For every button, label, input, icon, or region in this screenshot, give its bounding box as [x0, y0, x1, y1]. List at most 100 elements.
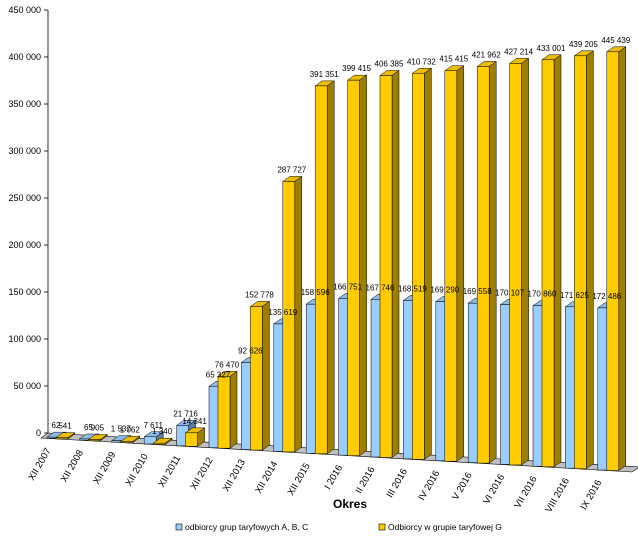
x-tick-label: IV 2016 [416, 469, 442, 503]
bar-g-10 [379, 70, 400, 458]
y-axis: 0 50 000 100 000 150 000 200 000 250 000 300 0… [8, 5, 48, 438]
bar-front-face [444, 70, 458, 462]
data-label-g-17: 445 439 [601, 36, 630, 45]
x-tick-label: V 2016 [450, 471, 475, 503]
data-label-abc-8: 158 596 [301, 288, 330, 297]
data-label-g-16: 439 205 [569, 40, 598, 49]
bars [46, 46, 627, 472]
bar-front-face [412, 73, 425, 460]
bar-front-face [143, 436, 157, 445]
bar-front-face [379, 75, 393, 458]
bar-g-12 [444, 65, 465, 462]
y-tick-label: 100 000 [8, 334, 41, 344]
y-tick-label: 400 000 [8, 52, 41, 62]
bar-front-face [250, 306, 263, 451]
data-label-g-10: 406 385 [375, 59, 404, 68]
x-tick-label: XII 2007 [26, 446, 53, 482]
legend-swatch-series-2 [378, 523, 386, 531]
x-axis-title: Okres [333, 497, 367, 511]
bar-g-14 [508, 57, 530, 466]
y-tick-label: 0 [36, 428, 41, 438]
bar-side-face [391, 70, 400, 458]
bar-side-face [553, 54, 562, 468]
bar-g-16 [573, 50, 595, 470]
x-tick-label: XII 2010 [124, 452, 151, 488]
data-label-abc-12: 169 290 [430, 286, 459, 295]
data-label-abc-0: 62 [52, 421, 61, 430]
data-label-abc-10: 167 746 [366, 283, 395, 292]
x-tick-label: I 2016 [322, 463, 345, 491]
x-tick-label: XII 2015 [286, 461, 313, 497]
data-label-g-15: 433 001 [537, 44, 566, 53]
bar-front-face [55, 437, 69, 440]
x-tick-label: VIII 2016 [543, 476, 572, 514]
bar-g-1 [87, 434, 109, 442]
bar-side-face [359, 74, 367, 457]
legend: odbiorcy grup taryfowych A, B, C Odbiorc… [175, 522, 502, 532]
bar-front-face [152, 442, 166, 445]
data-label-g-8: 391 351 [310, 70, 339, 79]
x-tick-label: XII 2008 [59, 448, 86, 484]
data-label-abc-1: 65 [84, 423, 93, 432]
bar-g-17 [606, 46, 627, 472]
bar-front-face [606, 51, 620, 471]
x-tick-label: XII 2011 [156, 454, 183, 490]
data-label-abc-6: 92 626 [238, 346, 263, 355]
data-label-g-14: 427 214 [504, 47, 533, 56]
y-tick-label: 150 000 [8, 287, 41, 297]
x-tick-label: VI 2016 [481, 472, 507, 506]
data-label-abc-14: 170 107 [495, 289, 524, 298]
bar-side-face [586, 50, 594, 470]
data-label-abc-9: 166 751 [333, 282, 362, 291]
bar-front-face [217, 376, 231, 449]
data-label-abc-13: 169 558 [463, 287, 492, 296]
data-label-abc-11: 168 519 [398, 284, 427, 293]
data-label-g-1: 905 [91, 424, 105, 433]
bar-g-15 [541, 54, 562, 468]
bar-front-face [509, 63, 522, 466]
data-label-abc-4: 21 716 [173, 409, 198, 418]
bar-side-face [618, 46, 627, 472]
data-label-abc-7: 135 619 [268, 308, 297, 317]
data-label-abc-5: 65 327 [206, 370, 231, 379]
bar-g-6 [249, 300, 271, 451]
x-tick-label: III 2016 [385, 467, 410, 500]
bar-side-face [229, 370, 238, 449]
data-label-g-7: 287 727 [277, 165, 306, 174]
bar-front-face [282, 181, 296, 453]
y-tick-label: 450 000 [8, 5, 41, 15]
data-label-g-6: 152 778 [245, 290, 274, 299]
x-tick-label: IX 2016 [578, 478, 604, 512]
x-tick-label: VII 2016 [512, 474, 539, 510]
bar-g-11 [411, 67, 433, 460]
y-tick-label: 350 000 [8, 99, 41, 109]
data-label-abc-16: 171 625 [560, 291, 589, 300]
bar-side-face [326, 80, 335, 455]
bar-g-7 [282, 175, 303, 453]
bar-g-8 [314, 80, 335, 455]
x-tick-label: XII 2014 [253, 459, 280, 495]
bar-front-face [347, 79, 360, 456]
data-label-abc-17: 172 486 [592, 292, 621, 301]
data-label-abc-2: 1 537 [111, 425, 132, 434]
data-label-g-11: 410 732 [407, 57, 436, 66]
bar-g-4 [184, 427, 206, 447]
y-tick-label: 200 000 [8, 240, 41, 250]
data-label-g-4: 14 341 [182, 417, 207, 426]
bar-g-0 [55, 432, 76, 440]
bar-side-face [424, 67, 432, 460]
y-tick-label: 300 000 [8, 146, 41, 156]
legend-label-series-1: odbiorcy grup taryfowych A, B, C [185, 522, 308, 532]
bar-g-13 [476, 60, 497, 464]
data-label-abc-15: 170 860 [528, 290, 557, 299]
bar-side-face [488, 60, 497, 464]
y-tick-label: 50 000 [13, 381, 41, 391]
data-label-g-12: 415 415 [439, 55, 468, 64]
x-tick-label: XII 2009 [91, 450, 118, 486]
data-label-g-9: 399 415 [342, 64, 371, 73]
data-label-g-2: 1 062 [120, 425, 141, 434]
bar-side-face [456, 65, 465, 462]
data-label-g-3: 1 340 [152, 427, 173, 436]
